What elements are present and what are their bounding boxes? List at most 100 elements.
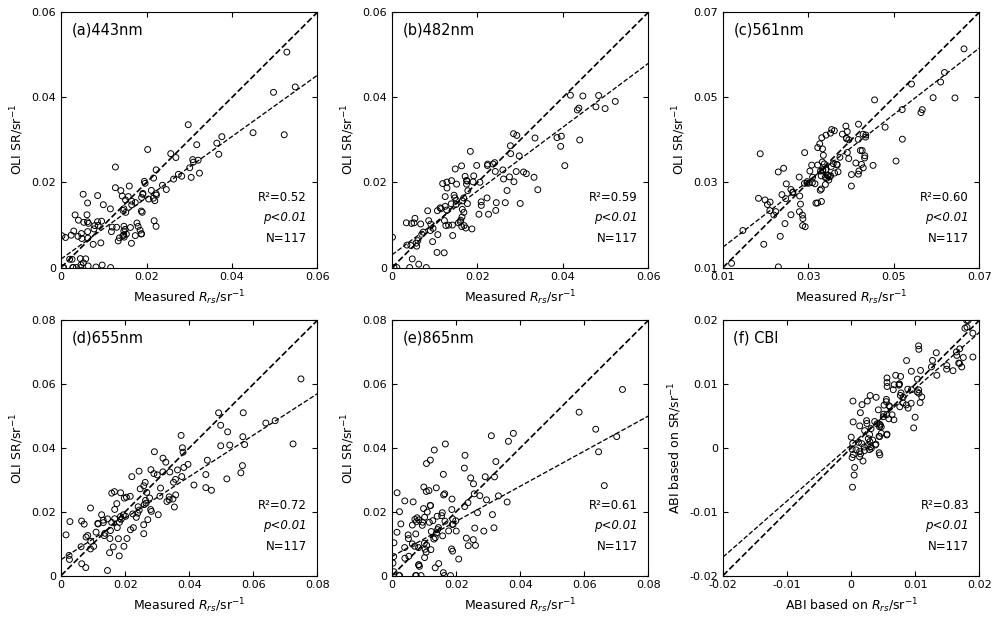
Point: [88, 262, 104, 272]
Point: [75, 189, 91, 199]
Point: [94, 260, 110, 270]
Point: [863, 444, 879, 454]
Point: [591, 447, 607, 457]
Point: [825, 159, 841, 169]
Point: [909, 374, 925, 384]
Point: [397, 496, 413, 506]
Point: [873, 422, 889, 432]
Point: [479, 193, 495, 203]
Point: [855, 129, 871, 139]
Point: [407, 213, 423, 223]
Point: [885, 385, 901, 395]
Point: [107, 505, 123, 515]
Point: [404, 539, 420, 549]
Point: [506, 129, 522, 139]
Point: [512, 199, 528, 209]
Point: [856, 445, 872, 455]
Point: [111, 551, 127, 561]
Point: [454, 212, 470, 222]
Point: [155, 453, 171, 463]
Point: [425, 516, 441, 526]
Point: [892, 391, 908, 401]
Point: [138, 495, 154, 505]
Point: [449, 179, 465, 189]
Point: [441, 526, 457, 536]
Point: [105, 542, 121, 552]
Point: [796, 178, 812, 188]
Point: [569, 105, 585, 115]
Point: [862, 429, 878, 439]
Point: [845, 417, 861, 427]
Point: [54, 231, 70, 240]
Point: [154, 180, 170, 190]
Point: [85, 239, 101, 249]
Point: [117, 224, 133, 234]
Point: [76, 519, 92, 529]
Point: [857, 151, 873, 161]
Point: [142, 493, 158, 503]
Point: [189, 140, 205, 150]
Point: [94, 510, 110, 520]
Point: [139, 487, 155, 497]
Point: [413, 219, 429, 229]
Point: [925, 356, 941, 366]
Point: [103, 262, 119, 272]
Point: [945, 366, 961, 376]
Point: [457, 450, 473, 460]
Point: [437, 192, 453, 202]
Point: [808, 198, 824, 208]
Point: [409, 513, 425, 523]
Point: [503, 149, 519, 159]
Point: [413, 571, 429, 581]
Point: [965, 352, 981, 362]
Point: [812, 185, 828, 195]
Point: [399, 240, 415, 250]
Point: [456, 207, 472, 217]
Point: [891, 380, 907, 390]
Point: [88, 527, 104, 537]
Point: [415, 517, 431, 527]
Point: [445, 520, 461, 530]
Point: [118, 229, 134, 239]
Point: [815, 166, 831, 176]
Point: [451, 554, 467, 564]
Point: [797, 222, 813, 232]
Point: [609, 432, 625, 442]
Point: [134, 229, 150, 239]
Point: [459, 176, 475, 186]
Point: [879, 430, 895, 440]
Point: [76, 217, 92, 227]
Point: [852, 407, 868, 417]
Point: [928, 348, 944, 358]
Point: [159, 497, 175, 506]
Point: [859, 396, 875, 406]
Point: [797, 148, 813, 158]
Point: [465, 535, 481, 545]
Point: [480, 159, 496, 169]
Point: [293, 374, 309, 384]
Point: [409, 241, 425, 251]
Point: [879, 378, 895, 388]
Point: [276, 130, 292, 140]
Point: [137, 178, 153, 188]
Point: [591, 90, 607, 100]
Point: [823, 161, 839, 171]
Point: [858, 132, 874, 142]
Point: [389, 488, 405, 498]
Point: [435, 179, 451, 189]
Point: [481, 209, 497, 219]
Point: [530, 184, 546, 194]
Point: [432, 203, 448, 213]
Point: [460, 541, 476, 551]
Point: [102, 204, 118, 214]
X-axis label: Measured $R_{rs}$/sr$^{-1}$: Measured $R_{rs}$/sr$^{-1}$: [133, 288, 246, 307]
Point: [959, 322, 975, 332]
Point: [852, 421, 868, 431]
Point: [73, 229, 89, 239]
Point: [115, 206, 131, 216]
Point: [411, 560, 427, 570]
Point: [562, 90, 578, 100]
Point: [427, 563, 443, 573]
Point: [421, 517, 437, 527]
Point: [107, 162, 123, 172]
